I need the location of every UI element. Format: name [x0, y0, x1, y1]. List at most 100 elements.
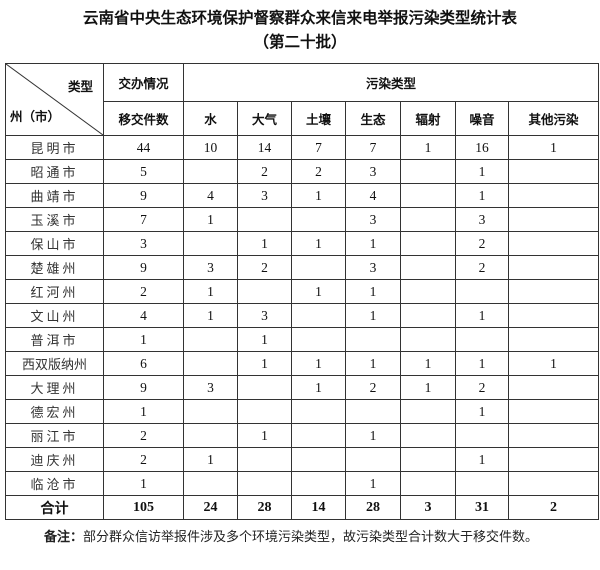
value-cell: 1: [400, 135, 456, 160]
region-cell: 玉溪市: [5, 207, 104, 232]
value-cell: [345, 399, 401, 424]
region-cell: 迪庆州: [5, 447, 104, 472]
value-cell: 2: [507, 495, 600, 520]
value-cell: [291, 423, 346, 448]
value-cell: 2: [291, 159, 346, 184]
column-header: 生态: [345, 101, 401, 136]
value-cell: [400, 471, 456, 496]
value-cell: [507, 423, 600, 448]
value-cell: 1: [345, 279, 401, 304]
region-cell: 普洱市: [5, 327, 104, 352]
footnote-text: 部分群众信访举报件涉及多个环境污染类型，故污染类型合计数大于移交件数。: [83, 530, 539, 545]
header-assigned-group: 交办情况: [103, 63, 184, 102]
value-cell: 1: [291, 375, 346, 400]
value-cell: [400, 231, 456, 256]
value-cell: [237, 471, 292, 496]
column-header: 其他污染: [507, 101, 600, 136]
value-cell: 24: [183, 495, 238, 520]
table-row: 保山市 3 1 1 1 2: [5, 231, 600, 256]
value-cell: 1: [455, 159, 509, 184]
value-cell: 4: [103, 303, 184, 328]
value-cell: 4: [345, 183, 401, 208]
value-cell: 5: [103, 159, 184, 184]
value-cell: [237, 447, 292, 472]
region-cell: 西双版纳州: [5, 351, 104, 376]
value-cell: 9: [103, 375, 184, 400]
value-cell: 7: [345, 135, 401, 160]
value-cell: [183, 159, 238, 184]
total-row: 合计 105 24 28 14 28 3 31 2: [5, 495, 600, 520]
value-cell: [237, 375, 292, 400]
value-cell: [183, 423, 238, 448]
column-header: 大气: [237, 101, 292, 136]
value-cell: [400, 279, 456, 304]
value-cell: [291, 255, 346, 280]
value-cell: [291, 471, 346, 496]
value-cell: [507, 207, 600, 232]
value-cell: 2: [455, 375, 509, 400]
value-cell: [507, 279, 600, 304]
value-cell: 2: [103, 447, 184, 472]
value-cell: 1: [400, 351, 456, 376]
region-cell: 临沧市: [5, 471, 104, 496]
table-row: 红河州 2 1 1 1: [5, 279, 600, 304]
value-cell: 1: [103, 399, 184, 424]
value-cell: 1: [345, 471, 401, 496]
value-cell: 1: [183, 303, 238, 328]
value-cell: [400, 447, 456, 472]
value-cell: 3: [103, 231, 184, 256]
value-cell: 3: [237, 183, 292, 208]
value-cell: [400, 303, 456, 328]
value-cell: 1: [183, 279, 238, 304]
value-cell: 28: [345, 495, 401, 520]
value-cell: [183, 327, 238, 352]
value-cell: 9: [103, 255, 184, 280]
value-cell: 1: [291, 183, 346, 208]
value-cell: [507, 447, 600, 472]
table-row: 文山州 4 1 3 1 1: [5, 303, 600, 328]
table-row: 昭通市 5 2 2 3 1: [5, 159, 600, 184]
value-cell: 2: [103, 279, 184, 304]
value-cell: [455, 471, 509, 496]
value-cell: [507, 303, 600, 328]
value-cell: 44: [103, 135, 184, 160]
value-cell: 3: [345, 207, 401, 232]
value-cell: [507, 327, 600, 352]
footnote: 备注：部分群众信访举报件涉及多个环境污染类型，故污染类型合计数大于移交件数。: [20, 528, 595, 548]
value-cell: [455, 279, 509, 304]
value-cell: 1: [237, 351, 292, 376]
page-subtitle: （第二十批）: [253, 32, 347, 51]
value-cell: 1: [345, 423, 401, 448]
region-cell: 昭通市: [5, 159, 104, 184]
value-cell: 16: [455, 135, 509, 160]
value-cell: [400, 327, 456, 352]
value-cell: 1: [183, 447, 238, 472]
value-cell: 1: [183, 207, 238, 232]
region-cell: 文山州: [5, 303, 104, 328]
table-row: 大理州 9 3 1 2 1 2: [5, 375, 600, 400]
column-header: 辐射: [400, 101, 456, 136]
corner-label-region: 州（市）: [10, 109, 61, 124]
value-cell: 2: [237, 255, 292, 280]
value-cell: 1: [455, 447, 509, 472]
value-cell: 2: [455, 255, 509, 280]
table-row: 迪庆州 2 1 1: [5, 447, 600, 472]
table-row: 玉溪市 7 1 3 3: [5, 207, 600, 232]
value-cell: 3: [183, 375, 238, 400]
value-cell: [291, 399, 346, 424]
value-cell: [291, 447, 346, 472]
value-cell: 3: [455, 207, 509, 232]
value-cell: 3: [345, 255, 401, 280]
value-cell: 1: [455, 399, 509, 424]
value-cell: 3: [237, 303, 292, 328]
header-pollution-group: 污染类型: [182, 63, 600, 102]
region-cell: 大理州: [5, 375, 104, 400]
value-cell: 2: [237, 159, 292, 184]
value-cell: [400, 399, 456, 424]
region-cell: 红河州: [5, 279, 104, 304]
value-cell: [291, 207, 346, 232]
value-cell: [507, 231, 600, 256]
table-row: 昆明市 44 10 14 7 7 1 16 1: [5, 135, 600, 160]
value-cell: 2: [103, 423, 184, 448]
table-row: 丽江市 2 1 1: [5, 423, 600, 448]
